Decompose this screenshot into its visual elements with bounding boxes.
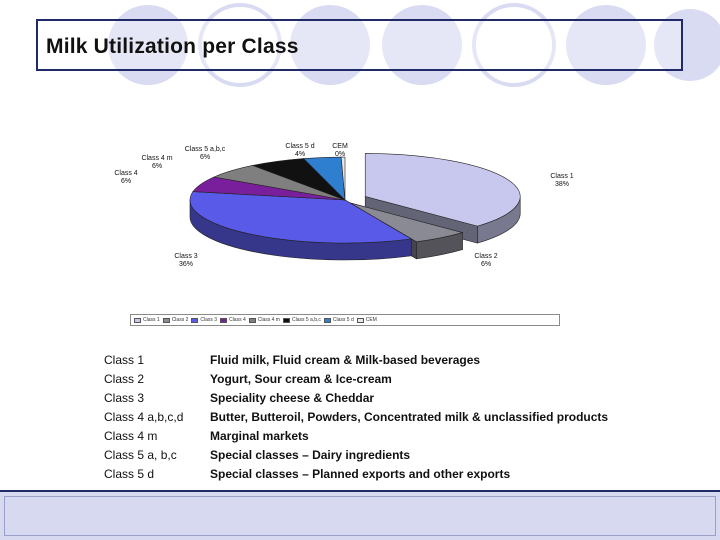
legend-label: Class 4 xyxy=(229,317,246,323)
class-description-list: Class 1 Fluid milk, Fluid cream & Milk-ba… xyxy=(104,350,608,483)
pie-slice-label: Class 5 a,b,c xyxy=(185,146,226,153)
legend-label: Class 3 xyxy=(200,317,218,323)
legend-swatch xyxy=(191,317,199,323)
pie-slice-label: Class 4 xyxy=(114,170,137,177)
pie-slice xyxy=(340,156,346,201)
class-row: Class 4 m Marginal markets xyxy=(104,426,608,445)
class-name: Class 5 a, b,c xyxy=(104,447,177,462)
class-name: Class 1 xyxy=(104,352,145,367)
class-description: Butter, Butteroil, Powders, Concentrated… xyxy=(210,409,609,424)
class-name: Class 5 d xyxy=(104,466,155,481)
pie-slice-value: 36% xyxy=(179,261,193,268)
legend-label: Class 4 m xyxy=(257,317,280,323)
class-name: Class 4 a,b,c,d xyxy=(104,409,184,424)
legend-swatch xyxy=(323,317,331,323)
legend-item: CEM xyxy=(356,317,377,323)
pie-slice-value: 6% xyxy=(152,163,162,170)
legend-item: Class 5 d xyxy=(323,317,354,323)
pie-slice xyxy=(189,191,413,244)
deco-circle xyxy=(198,3,282,87)
class-name: Class 4 m xyxy=(104,428,158,443)
pie-slice xyxy=(350,202,464,243)
pie-slice-value: 6% xyxy=(121,178,131,185)
class-name: Class 3 xyxy=(104,390,145,405)
pie-slice-label: Class 4 m xyxy=(141,155,172,162)
pie-slice-label: Class 1 xyxy=(550,173,573,180)
title-box: Milk Utilization per Class xyxy=(36,19,683,71)
class-row: Class 2 Yogurt, Sour cream & Ice-cream xyxy=(104,369,608,388)
legend-label: Class 5 d xyxy=(332,317,354,323)
pie-slice-value: 38% xyxy=(555,181,569,188)
class-row: Class 4 a,b,c,d Butter, Butteroil, Powder… xyxy=(104,407,608,426)
chart-legend: Class 1 Class 2 Class 3 Class 4 Class 4 m Cla… xyxy=(130,314,560,326)
class-row: Class 3 Speciality cheese & Cheddar xyxy=(104,388,608,407)
class-description: Yogurt, Sour cream & Ice-cream xyxy=(210,371,392,386)
pie-slice-value: 6% xyxy=(200,154,210,161)
deco-circle xyxy=(654,9,720,81)
pie-slice-label: Class 2 xyxy=(474,253,497,260)
pie-slice-label: Class 5 d xyxy=(285,143,314,150)
legend-item: Class 3 xyxy=(191,317,217,323)
legend-swatch xyxy=(220,317,228,323)
class-description: Marginal markets xyxy=(210,428,309,443)
class-row: Class 1 Fluid milk, Fluid cream & Milk-ba… xyxy=(104,350,608,369)
legend-swatch xyxy=(282,317,290,323)
legend-label: Class 5 a,b,c xyxy=(291,317,321,323)
pie-slice-label: Class 3 xyxy=(174,253,197,260)
pie-slice-label: CEM xyxy=(332,143,348,150)
footer-inner xyxy=(4,496,716,536)
pie-slice xyxy=(364,153,521,227)
legend-label: Class 1 xyxy=(143,317,160,323)
legend-label: Class 2 xyxy=(171,317,189,323)
class-description: Special classes – Planned exports and ot… xyxy=(210,466,511,481)
legend-item: Class 2 xyxy=(162,317,189,323)
deco-circle xyxy=(472,3,556,87)
deco-circle xyxy=(566,5,646,85)
deco-circle xyxy=(108,5,188,85)
class-name: Class 2 xyxy=(104,371,145,386)
pie-labels-layer: Class 138%Class 26%Class 336%Class 46%Cl… xyxy=(114,143,573,268)
class-description: Speciality cheese & Cheddar xyxy=(210,390,375,405)
legend-label: CEM xyxy=(365,317,377,323)
legend-item: Class 5 a,b,c xyxy=(282,317,321,323)
legend-swatch xyxy=(162,317,170,323)
page-title: Milk Utilization per Class xyxy=(46,35,299,58)
class-description: Special classes – Dairy ingredients xyxy=(210,447,411,462)
legend-item: Class 1 xyxy=(134,317,160,323)
legend-item: Class 4 xyxy=(220,317,246,323)
legend-item: Class 4 m xyxy=(248,317,280,323)
deco-circle xyxy=(382,5,462,85)
class-description: Fluid milk, Fluid cream & Milk-based bev… xyxy=(210,352,481,367)
pie-slice-value: 6% xyxy=(481,261,491,268)
legend-swatch xyxy=(134,317,141,323)
class-row: Class 5 d Special classes – Planned expor… xyxy=(104,464,608,483)
legend-swatch xyxy=(356,317,364,323)
deco-circle xyxy=(290,5,370,85)
legend-swatch xyxy=(248,317,256,323)
pie-top-layer xyxy=(189,153,521,244)
pie-slice-value: 4% xyxy=(295,151,305,158)
pie-slice-value: 0% xyxy=(335,151,345,158)
class-row: Class 5 a, b,c Special classes – Dairy in… xyxy=(104,445,608,464)
footer-bar xyxy=(0,490,720,540)
